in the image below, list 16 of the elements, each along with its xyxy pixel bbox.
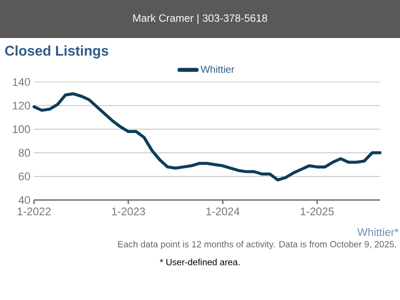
x-tick-label: 1-2022 [18,208,51,216]
chart-title: Closed Listings [5,45,108,59]
x-tick-label: 1-2024 [206,208,240,216]
legend-label: Whittier [200,66,234,73]
text: Mark Cramer | 303-378-5618 [133,14,268,24]
y-tick-label: 100 [12,125,30,134]
y-tick-label: 80 [18,148,30,157]
y-tick-label: 140 [12,78,30,86]
x-tick-label: 1-2023 [112,208,145,216]
y-tick-label: 60 [18,172,30,180]
x-tick-label: 1-2025 [300,208,334,216]
y-tick-label: 40 [18,196,30,204]
y-tick-label: 120 [12,102,30,110]
text: Whittier* [357,228,399,236]
text: Each data point is 12 months of activity. Data is from October 9, 2025. [118,240,396,250]
text: * User-defined area. [160,258,240,266]
